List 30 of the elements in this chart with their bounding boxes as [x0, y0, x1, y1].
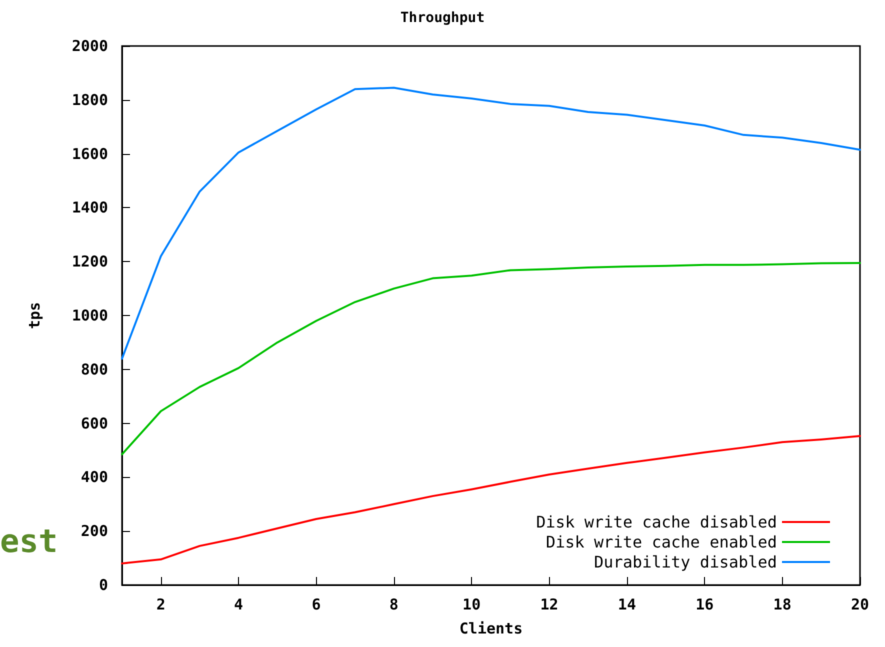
legend-label: Disk write cache enabled [546, 532, 777, 552]
y-tick-label: 1200 [72, 252, 108, 271]
y-tick-label: 0 [98, 576, 108, 594]
y-tick-label: 1400 [72, 198, 108, 217]
chart-title: Throughput [400, 10, 485, 26]
legend-label: Disk write cache disabled [536, 512, 777, 532]
y-tick-label: 1600 [72, 144, 108, 163]
y-tick-label: 400 [80, 468, 108, 486]
y-tick-label: 800 [80, 360, 108, 378]
x-tick-label: 6 [312, 596, 321, 614]
line-series [121, 262, 861, 456]
x-tick-label: 18 [773, 596, 792, 614]
line-series [121, 86, 861, 360]
legend-label: Durability disabled [594, 552, 777, 572]
x-tick-label: 8 [389, 596, 398, 614]
y-tick-label: 1800 [72, 90, 108, 109]
y-tick-label: 2000 [72, 37, 108, 55]
x-tick-label: 10 [462, 596, 481, 614]
y-tick-label: 600 [80, 414, 108, 432]
x-tick-label: 4 [234, 596, 244, 614]
x-tick-label: 16 [696, 596, 714, 614]
x-tick-label: 12 [540, 596, 558, 614]
y-tick-label: 1000 [72, 306, 108, 324]
y-tick-label: 200 [80, 522, 108, 540]
x-tick-label: 20 [850, 596, 870, 614]
text: est [0, 522, 58, 560]
x-axis-title: Clients [459, 620, 523, 638]
x-tick-label: 2 [156, 596, 166, 614]
x-tick-label: 14 [618, 596, 636, 614]
y-axis-title: tps [26, 302, 44, 330]
